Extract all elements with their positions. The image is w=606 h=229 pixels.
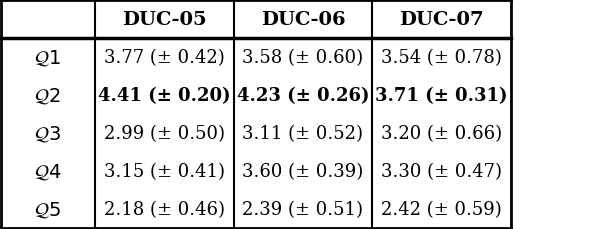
Text: 2.42 (± 0.59): 2.42 (± 0.59) [381,200,502,218]
Text: DUC-06: DUC-06 [261,11,345,29]
Text: $\mathcal{Q}4$: $\mathcal{Q}4$ [34,161,62,181]
Text: 3.54 (± 0.78): 3.54 (± 0.78) [381,49,502,67]
Text: 3.15 (± 0.41): 3.15 (± 0.41) [104,162,225,180]
Text: 3.60 (± 0.39): 3.60 (± 0.39) [242,162,364,180]
Text: 4.23 (± 0.26): 4.23 (± 0.26) [237,87,369,105]
Text: 2.18 (± 0.46): 2.18 (± 0.46) [104,200,225,218]
Text: $\mathcal{Q}5$: $\mathcal{Q}5$ [34,199,61,219]
Text: 3.71 (± 0.31): 3.71 (± 0.31) [376,87,508,105]
Text: $\mathcal{Q}1$: $\mathcal{Q}1$ [35,48,61,68]
Text: 3.11 (± 0.52): 3.11 (± 0.52) [242,124,364,142]
Text: DUC-07: DUC-07 [399,11,484,29]
Text: 3.20 (± 0.66): 3.20 (± 0.66) [381,124,502,142]
Text: 2.99 (± 0.50): 2.99 (± 0.50) [104,124,225,142]
Text: 2.39 (± 0.51): 2.39 (± 0.51) [242,200,364,218]
Text: 3.30 (± 0.47): 3.30 (± 0.47) [381,162,502,180]
Text: $\mathcal{Q}3$: $\mathcal{Q}3$ [34,123,62,143]
Text: 3.77 (± 0.42): 3.77 (± 0.42) [104,49,225,67]
Text: $\mathcal{Q}2$: $\mathcal{Q}2$ [35,86,61,106]
Text: 3.58 (± 0.60): 3.58 (± 0.60) [242,49,364,67]
Text: DUC-05: DUC-05 [122,11,207,29]
Text: 4.41 (± 0.20): 4.41 (± 0.20) [98,87,230,105]
